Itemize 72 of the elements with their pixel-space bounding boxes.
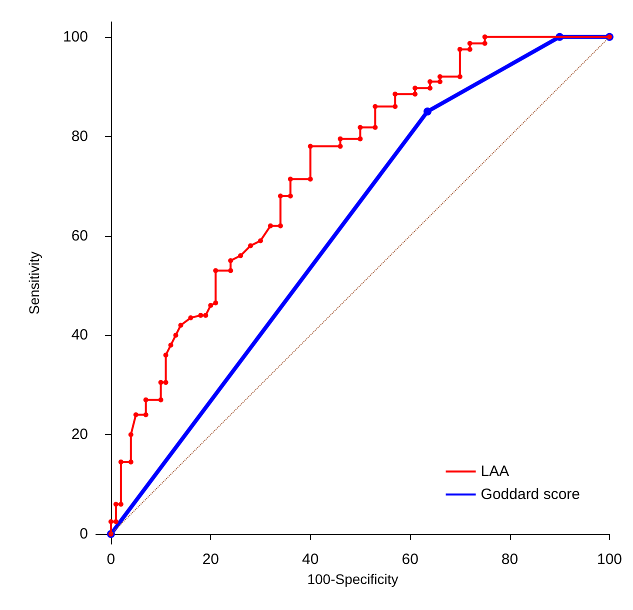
point xyxy=(268,223,273,228)
point xyxy=(108,519,114,524)
point xyxy=(308,144,313,149)
point xyxy=(482,40,488,46)
point xyxy=(203,312,208,318)
point xyxy=(143,412,148,418)
point xyxy=(457,46,462,52)
point xyxy=(428,86,433,91)
point xyxy=(392,92,398,97)
point xyxy=(258,238,264,244)
legend-label: LAA xyxy=(480,463,510,480)
point xyxy=(158,380,164,385)
point xyxy=(372,104,378,110)
point xyxy=(118,459,124,464)
point xyxy=(437,74,442,80)
point xyxy=(198,312,204,318)
point xyxy=(228,258,234,264)
point xyxy=(457,74,462,80)
point xyxy=(128,459,134,464)
point xyxy=(412,86,418,91)
point xyxy=(372,124,378,130)
point xyxy=(467,40,472,46)
point xyxy=(113,519,118,524)
y-tick-label: 60 xyxy=(71,227,88,244)
point xyxy=(278,223,283,228)
point xyxy=(163,380,168,385)
point xyxy=(168,342,174,348)
point xyxy=(358,124,363,130)
point xyxy=(113,502,118,507)
x-tick-label: 80 xyxy=(501,551,518,568)
point xyxy=(208,302,214,308)
point xyxy=(188,315,194,320)
point xyxy=(163,352,168,358)
point xyxy=(178,322,184,328)
point xyxy=(118,502,124,507)
point xyxy=(288,194,293,198)
point xyxy=(358,136,363,142)
y-tick-label: 0 xyxy=(80,526,88,543)
point xyxy=(308,176,313,182)
point xyxy=(173,332,178,338)
point xyxy=(338,136,343,142)
point xyxy=(467,46,472,52)
point xyxy=(288,176,293,182)
y-tick-label: 20 xyxy=(71,426,88,444)
point xyxy=(428,79,433,84)
y-axis-title: Sensitivity xyxy=(26,251,42,315)
point xyxy=(213,268,218,274)
x-tick-label: 0 xyxy=(106,551,116,568)
point xyxy=(412,92,418,97)
point xyxy=(228,268,234,274)
point xyxy=(424,107,432,116)
y-tick-label: 80 xyxy=(71,128,88,145)
point xyxy=(392,104,398,110)
point xyxy=(437,79,442,84)
y-tick-label: 40 xyxy=(71,326,88,344)
point xyxy=(338,144,343,149)
point xyxy=(128,432,134,438)
y-tick-label: 100 xyxy=(62,28,88,46)
point xyxy=(278,194,283,198)
point xyxy=(238,253,244,258)
x-tick-label: 100 xyxy=(596,551,622,568)
x-tick-label: 20 xyxy=(202,551,220,568)
point xyxy=(143,397,148,402)
point xyxy=(482,34,488,40)
point xyxy=(213,300,218,306)
x-tick-label: 60 xyxy=(402,551,418,568)
point xyxy=(158,397,164,402)
legend-label: Goddard score xyxy=(480,486,580,503)
x-axis-title: 100-Specificity xyxy=(307,570,398,587)
point xyxy=(248,243,254,248)
point xyxy=(133,412,138,418)
x-tick-label: 40 xyxy=(302,551,319,568)
